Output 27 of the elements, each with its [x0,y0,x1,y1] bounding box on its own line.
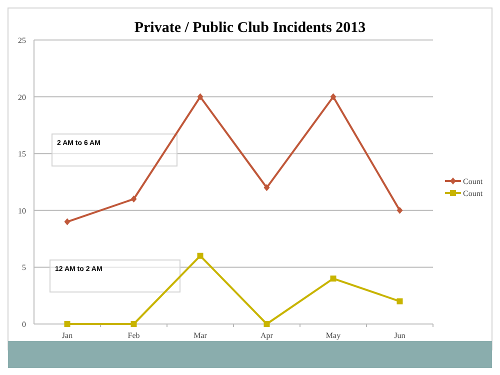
y-tick-label: 10 [18,206,26,216]
point [130,321,137,327]
y-tick-label: 15 [18,150,26,159]
point [130,196,137,203]
legend-label: Count [463,189,484,198]
x-tick-label: Feb [128,331,140,340]
x-tick-label: Mar [194,331,208,340]
point [330,276,336,282]
point [396,206,403,214]
chart-title: Private / Public Club Incidents 2013 [134,20,366,36]
x-tick-label: Jun [394,331,406,340]
point [396,298,403,304]
legend-label: Count [463,177,484,186]
x-tick-label: Apr [260,331,274,340]
point [264,321,270,327]
y-tick-label: 25 [18,36,26,45]
point [64,218,70,226]
point [264,184,270,192]
point [197,252,204,259]
x-tick-label: Jan [62,331,73,340]
y-tick-label: 5 [22,263,26,272]
x-tick-label: May [326,331,341,340]
y-tick-label: 0 [22,320,26,329]
point [64,321,70,327]
point [330,93,336,100]
point [197,93,204,100]
y-tick-label: 20 [18,92,26,102]
